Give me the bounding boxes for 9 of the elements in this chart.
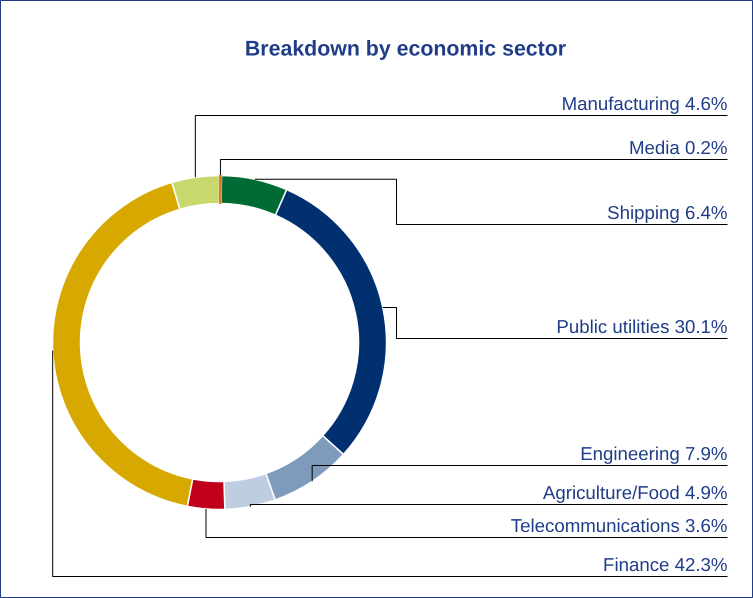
chart-title: Breakdown by economic sector	[244, 36, 566, 60]
slice-label: Agriculture/Food 4.9%	[542, 482, 728, 503]
slice-label: Public utilities 30.1%	[556, 316, 728, 337]
slice-label: Manufacturing 4.6%	[562, 93, 728, 114]
slice-label: Finance 42.3%	[603, 554, 728, 575]
slice-label: Engineering 7.9%	[580, 443, 728, 464]
slice-label: Media 0.2%	[628, 137, 728, 158]
slice-label: Telecommunications 3.6%	[510, 515, 728, 536]
slice-label: Shipping 6.4%	[607, 202, 728, 223]
